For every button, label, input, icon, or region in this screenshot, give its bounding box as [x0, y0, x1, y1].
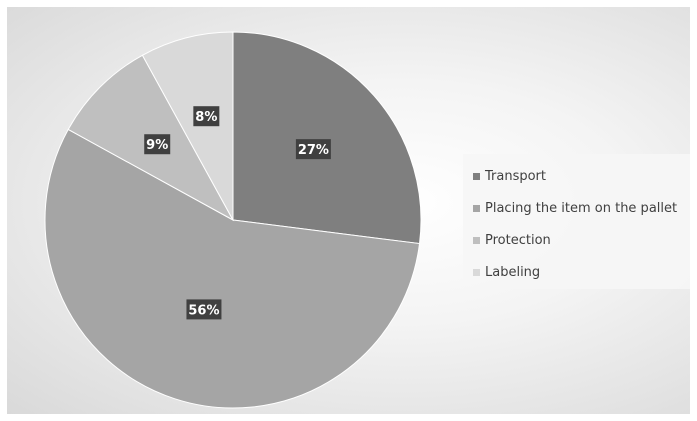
legend-label: Labeling	[485, 264, 541, 280]
legend-swatch	[473, 204, 480, 212]
data-label-transport: 27%	[295, 139, 331, 160]
pie-chart: 27% 56% 9% 8%	[44, 31, 422, 409]
legend-swatch	[473, 236, 480, 244]
svg-text:27%: 27%	[298, 143, 329, 158]
pie-slice-transport	[232, 31, 422, 245]
svg-text:9%: 9%	[146, 138, 168, 153]
data-label-placing-the-item-on-the-pallet: 56%	[186, 299, 222, 320]
svg-text:8%: 8%	[195, 110, 217, 125]
svg-text:56%: 56%	[188, 303, 219, 318]
chart-area: 27% 56% 9% 8% Transport Placing the item on …	[7, 7, 690, 414]
data-label-labeling: 8%	[193, 106, 220, 127]
legend-item-placing-the-item-on-the-pallet: Placing the item on the pallet	[463, 192, 690, 224]
legend-label: Transport	[485, 168, 547, 184]
legend-item-labeling: Labeling	[463, 256, 690, 288]
legend-swatch	[473, 268, 480, 276]
pie-slice-labeling	[141, 31, 234, 221]
legend-label: Protection	[485, 232, 551, 248]
legend-item-transport: Transport	[463, 160, 690, 192]
legend-label: Placing the item on the pallet	[485, 200, 678, 216]
legend-swatch	[473, 172, 480, 180]
legend-item-protection: Protection	[463, 224, 690, 256]
pie-slice-placing-the-item-on-the-pallet	[44, 128, 421, 409]
legend: Transport Placing the item on the pallet P…	[463, 154, 690, 289]
data-label-protection: 9%	[144, 134, 171, 155]
